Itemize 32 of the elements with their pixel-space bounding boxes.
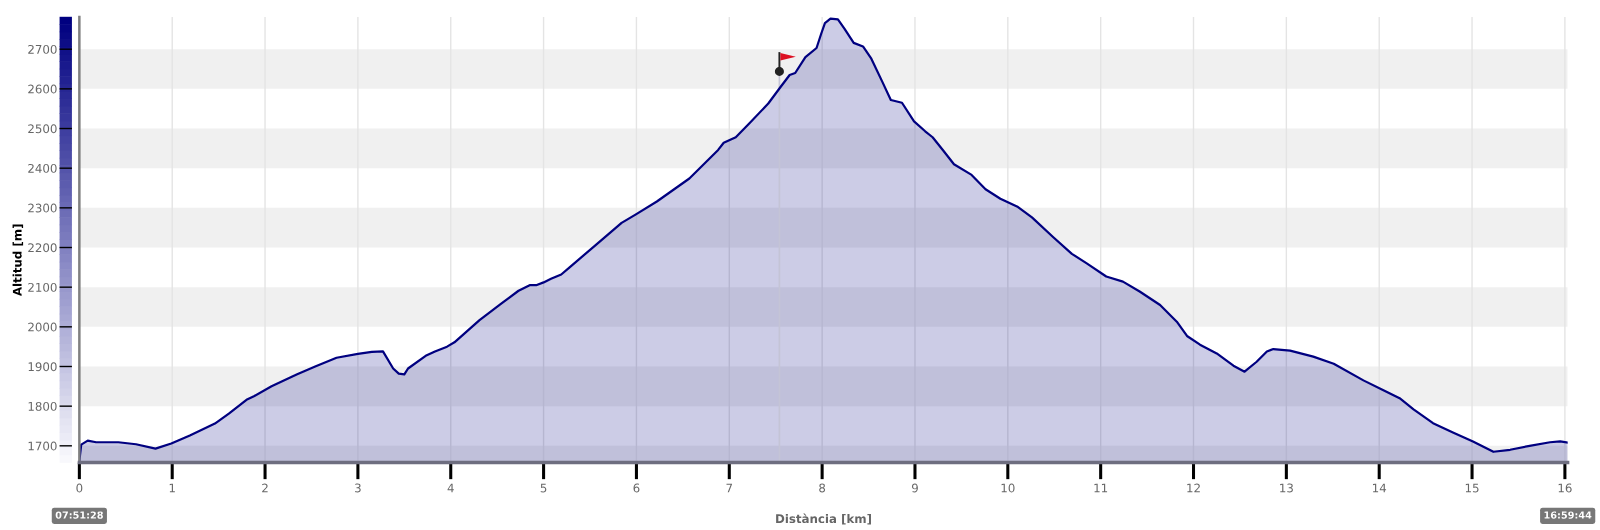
y-tick-label: 2100	[28, 282, 57, 292]
y-tick-label: 2300	[28, 203, 57, 213]
x-tick-label: 12	[1187, 483, 1200, 493]
text: 16:59:44	[1544, 511, 1592, 519]
y-axis-title: Altitud [m]	[12, 224, 24, 297]
x-tick-label: 4	[447, 483, 454, 493]
y-tick-label: 2400	[28, 163, 57, 173]
y-tick-label: 2700	[28, 44, 57, 54]
y-tick-label: 2600	[28, 84, 57, 94]
x-tick-label: 2	[262, 483, 268, 493]
x-tick-label: 9	[911, 483, 918, 493]
x-tick-label: 7	[726, 483, 733, 493]
x-tick-label: 1	[169, 483, 175, 493]
text: 07:51:28	[55, 511, 103, 519]
x-tick-label: 3	[355, 483, 361, 493]
x-axis-title: Distància [km]	[776, 513, 871, 525]
x-tick-label: 6	[633, 483, 640, 493]
x-tick-label: 15	[1465, 483, 1479, 493]
y-tick-label: 1900	[28, 362, 57, 372]
y-tick-label: 2000	[28, 322, 57, 332]
y-tick-label: 1800	[28, 401, 57, 411]
y-tick-label: 1700	[28, 441, 57, 451]
x-tick-label: 5	[540, 483, 547, 493]
x-tick-label: 8	[819, 483, 826, 493]
x-tick-label: 14	[1372, 483, 1387, 493]
x-tick-label: 13	[1280, 483, 1293, 493]
x-tick-label: 11	[1094, 483, 1108, 493]
y-tick-label: 2200	[28, 243, 57, 253]
x-tick-label: 10	[1001, 483, 1015, 493]
x-tick-label: 16	[1558, 483, 1572, 493]
x-tick-label: 0	[76, 483, 83, 493]
y-tick-label: 2500	[28, 124, 57, 134]
